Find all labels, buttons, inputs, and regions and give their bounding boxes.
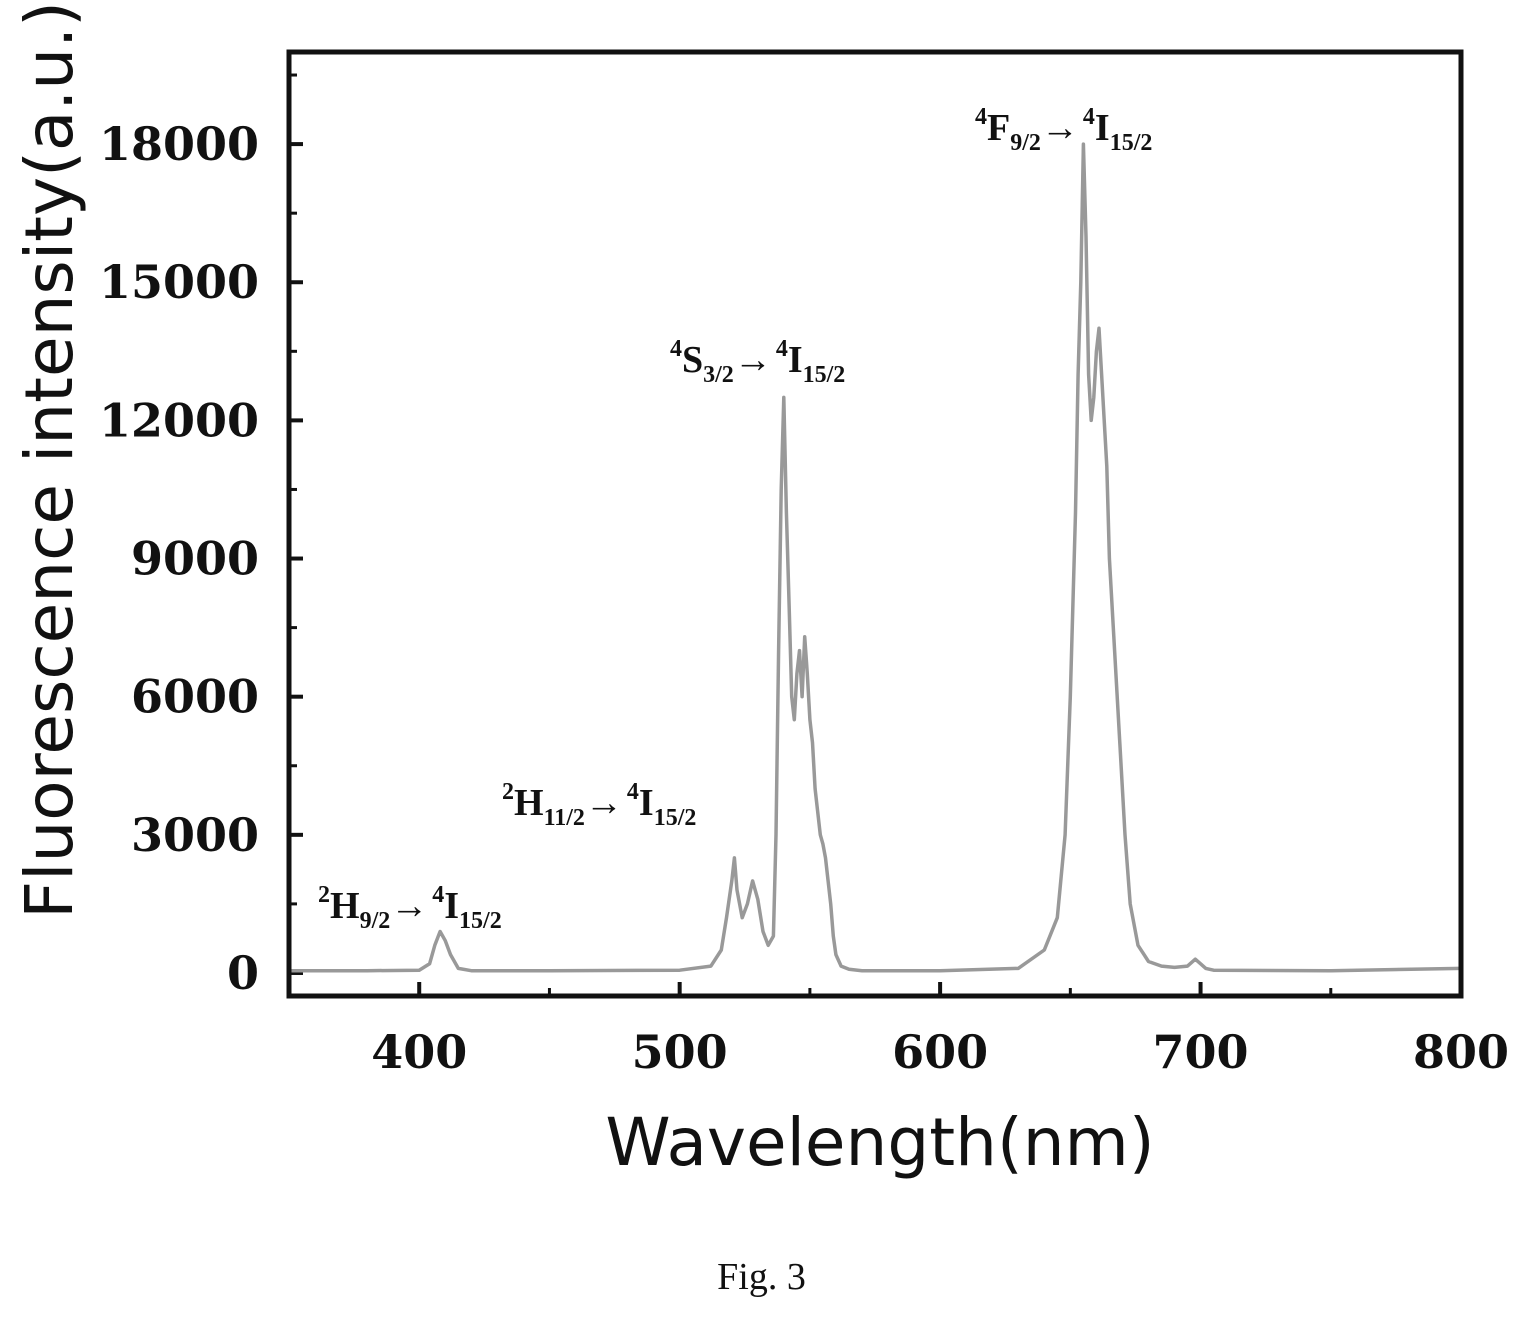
x-tick-label: 600 (892, 1025, 988, 1079)
y-tick-label: 15000 (99, 255, 259, 309)
x-axis-title: Wavelength(nm) (605, 1104, 1154, 1181)
x-tick-label: 400 (371, 1025, 467, 1079)
y-tick-label: 12000 (99, 393, 259, 447)
series-line (289, 142, 1462, 973)
tick-labels: 400 500 600 700 800 0 3000 6000 9000 12000 15000 18… (99, 117, 1509, 1079)
y-tick-label: 3000 (131, 808, 259, 862)
annotation-f92: 4F9/2→ 4I15/2 (975, 104, 1152, 156)
y-tick-label: 0 (227, 946, 259, 1000)
plot-frame (286, 49, 1464, 999)
annotation-s32: 4S3/2→ 4I15/2 (670, 336, 845, 388)
y-axis-title: Fluorescence intensity(a.u.) (11, 1, 88, 919)
x-tick-label: 800 (1413, 1025, 1509, 1079)
y-tick-label: 9000 (131, 532, 259, 586)
figure-caption: Fig. 3 (717, 1256, 806, 1298)
annotation-h92: 2H9/2→ 4I15/2 (318, 882, 502, 934)
y-tick-label: 18000 (99, 117, 259, 171)
axis-ticks (287, 73, 1463, 996)
y-tick-label: 6000 (131, 670, 259, 724)
x-tick-label: 700 (1153, 1025, 1249, 1079)
x-tick-label: 500 (632, 1025, 728, 1079)
annotation-h112: 2H11/2→ 4I15/2 (502, 779, 696, 831)
